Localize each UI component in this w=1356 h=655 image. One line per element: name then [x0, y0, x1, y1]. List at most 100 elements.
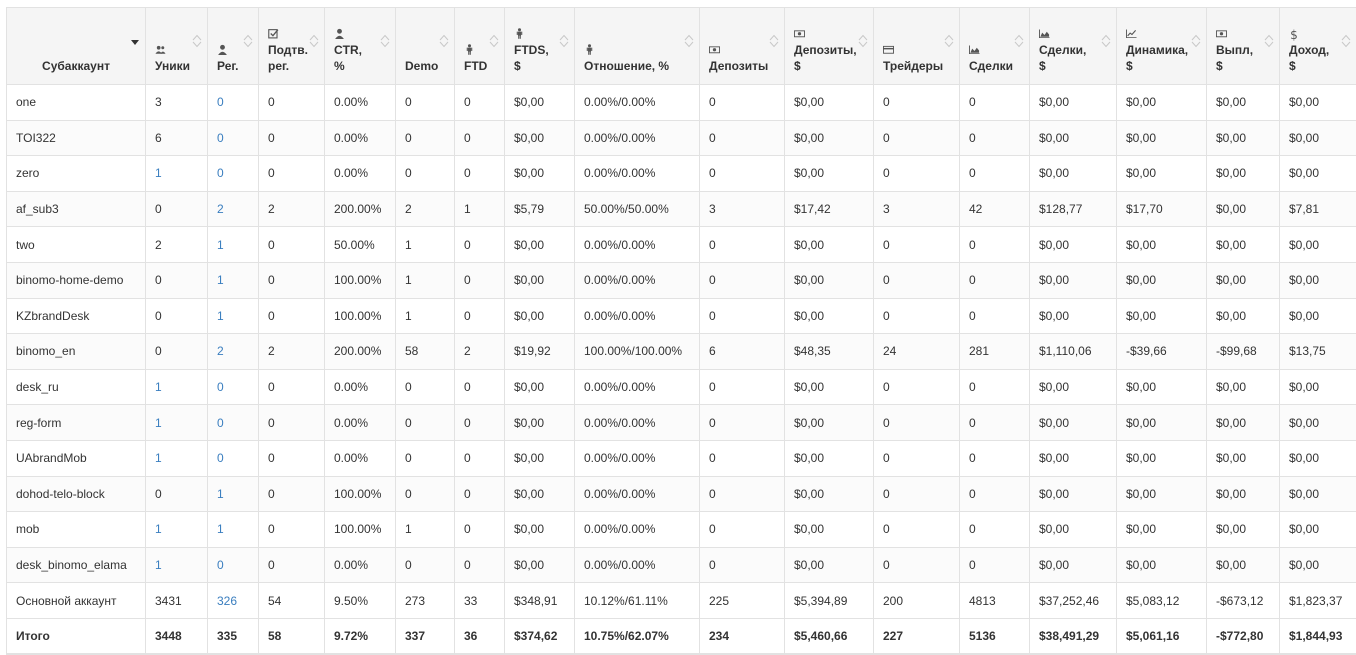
cell-payouts: $0,00 [1207, 476, 1280, 512]
column-header-payouts[interactable]: Выпл, $ [1207, 8, 1280, 85]
sort-icon[interactable] [380, 34, 390, 48]
column-header-demo[interactable]: Demo [396, 8, 455, 85]
sort-desc-caret-icon[interactable] [131, 40, 139, 45]
sort-icon[interactable] [1264, 34, 1274, 48]
column-header-deposits-usd[interactable]: Депозиты, $ [785, 8, 874, 85]
cell-traders: 0 [874, 262, 960, 298]
cell-reg[interactable]: 0 [208, 369, 259, 405]
column-header-label: CTR, % [334, 42, 386, 74]
cell-deals-usd: $0,00 [1030, 156, 1117, 192]
cell-income: $0,00 [1280, 227, 1356, 263]
column-header-deals[interactable]: Сделки [960, 8, 1030, 85]
sort-icon[interactable] [192, 34, 202, 48]
sort-icon[interactable] [684, 34, 694, 48]
cell-reg[interactable]: 2 [208, 334, 259, 370]
cell-reg[interactable]: 1 [208, 476, 259, 512]
column-header-deals-usd[interactable]: Сделки, $ [1030, 8, 1117, 85]
cell-payouts: $0,00 [1207, 512, 1280, 548]
sort-icon[interactable] [858, 34, 868, 48]
cell-uniques[interactable]: 1 [146, 156, 208, 192]
column-header-reg[interactable]: Рег. [208, 8, 259, 85]
column-header-traders[interactable]: Трейдеры [874, 8, 960, 85]
cell-traders: 0 [874, 156, 960, 192]
column-header-confirmed-reg[interactable]: Подтв. рег. [259, 8, 325, 85]
sort-icon[interactable] [1191, 34, 1201, 48]
cell-deposits: 0 [700, 547, 785, 583]
cell-reg[interactable]: 1 [208, 262, 259, 298]
cell-reg[interactable]: 1 [208, 512, 259, 548]
cell-uniques[interactable]: 1 [146, 512, 208, 548]
sort-icon[interactable] [1014, 34, 1024, 48]
column-header-ftd[interactable]: FTD [455, 8, 505, 85]
sort-icon[interactable] [1101, 34, 1111, 48]
cell-uniques[interactable]: 1 [146, 405, 208, 441]
cell-ftd: 0 [455, 227, 505, 263]
cell-ctr: 200.00% [325, 191, 396, 227]
sort-icon[interactable] [1341, 34, 1351, 48]
cell-deposits: 0 [700, 156, 785, 192]
sort-icon[interactable] [559, 34, 569, 48]
cell-ftds: $0,00 [505, 298, 575, 334]
cell-confirmed-reg: 0 [259, 512, 325, 548]
cell-uniques: 0 [146, 334, 208, 370]
column-header-ratio[interactable]: Отношение, % [575, 8, 700, 85]
cell-uniques[interactable]: 1 [146, 547, 208, 583]
cell-reg[interactable]: 1 [208, 298, 259, 334]
cell-deposits: 0 [700, 476, 785, 512]
cell-reg[interactable]: 0 [208, 405, 259, 441]
cell-deposits-usd: $0,00 [785, 512, 874, 548]
cell-deposits: 0 [700, 369, 785, 405]
cell-dynamics: $0,00 [1117, 369, 1207, 405]
column-header-subaccount[interactable]: Субаккаунт [7, 8, 146, 85]
cell-payouts: $0,00 [1207, 156, 1280, 192]
column-header-ftds[interactable]: FTDS, $ [505, 8, 575, 85]
sort-icon[interactable] [489, 34, 499, 48]
cell-payouts: $0,00 [1207, 440, 1280, 476]
sort-icon[interactable] [309, 34, 319, 48]
column-header-uniques[interactable]: Уники [146, 8, 208, 85]
cell-reg[interactable]: 1 [208, 227, 259, 263]
column-header-income[interactable]: $Доход, $ [1280, 8, 1356, 85]
cell-payouts: $0,00 [1207, 227, 1280, 263]
cell-reg[interactable]: 0 [208, 85, 259, 121]
cell-deals: 0 [960, 369, 1030, 405]
column-header-ctr[interactable]: CTR, % [325, 8, 396, 85]
cell-ratio: 0.00%/0.00% [575, 547, 700, 583]
cell-reg[interactable]: 0 [208, 440, 259, 476]
cell-reg[interactable]: 0 [208, 547, 259, 583]
sort-icon[interactable] [944, 34, 954, 48]
cell-ctr: 100.00% [325, 262, 396, 298]
cell-income: $0,00 [1280, 298, 1356, 334]
cell-reg[interactable]: 2 [208, 191, 259, 227]
cell-reg[interactable]: 0 [208, 120, 259, 156]
cell-ftd: 0 [455, 85, 505, 121]
column-header-label: FTDS, $ [514, 42, 565, 74]
money-icon [709, 44, 775, 58]
cell-ctr: 0.00% [325, 547, 396, 583]
cell-ftd: 0 [455, 405, 505, 441]
cell-ftd: 1 [455, 191, 505, 227]
svg-text:$: $ [1290, 28, 1298, 41]
cell-confirmed-reg: 2 [259, 334, 325, 370]
cell-subaccount: one [7, 85, 146, 121]
sort-icon[interactable] [439, 34, 449, 48]
total-deals: 5136 [960, 618, 1030, 654]
cell-deals-usd: $0,00 [1030, 120, 1117, 156]
total-payouts: -$772,80 [1207, 618, 1280, 654]
cell-uniques[interactable]: 1 [146, 369, 208, 405]
cell-reg[interactable]: 0 [208, 156, 259, 192]
cell-reg[interactable]: 326 [208, 583, 259, 619]
cell-uniques[interactable]: 1 [146, 440, 208, 476]
column-header-deposits[interactable]: Депозиты [700, 8, 785, 85]
total-deals-usd: $38,491,29 [1030, 618, 1117, 654]
column-header-dynamics[interactable]: Динамика, $ [1117, 8, 1207, 85]
cell-demo: 0 [396, 120, 455, 156]
sort-icon[interactable] [243, 34, 253, 48]
cell-dynamics: $0,00 [1117, 476, 1207, 512]
sort-icon[interactable] [769, 34, 779, 48]
area-chart-icon [1039, 28, 1107, 42]
